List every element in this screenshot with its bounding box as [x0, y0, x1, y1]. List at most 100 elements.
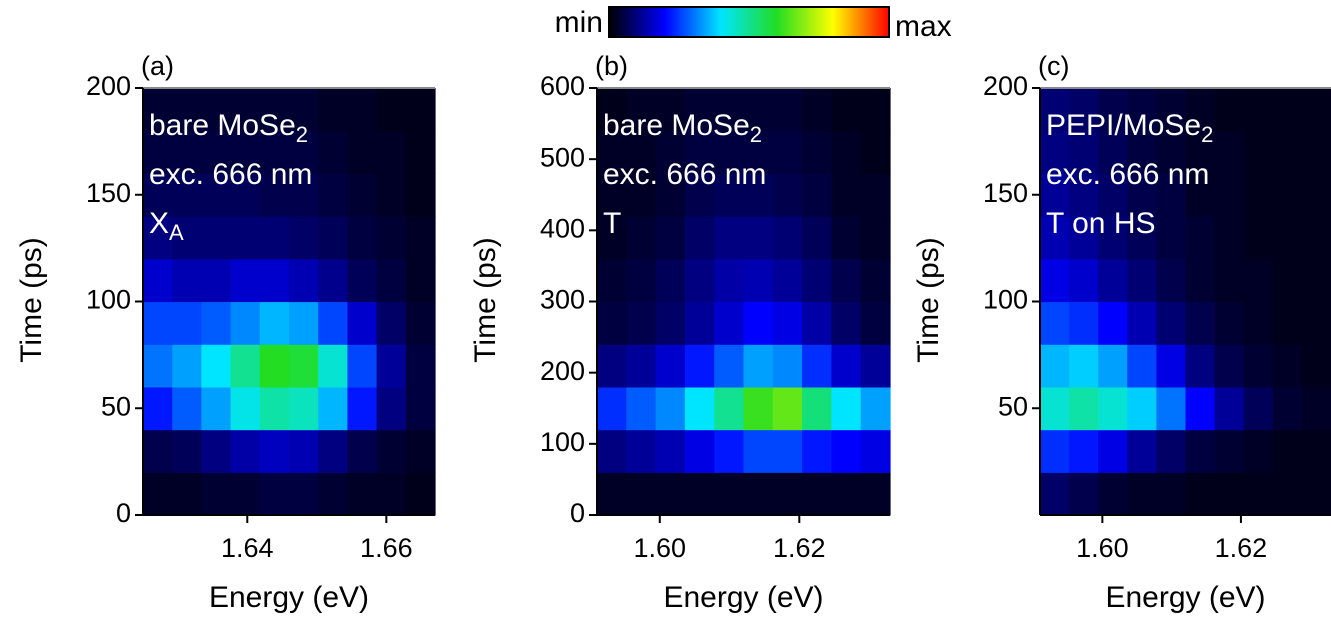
heatmap-cell — [230, 130, 261, 174]
heatmap-cell — [772, 472, 803, 516]
heatmap-cell — [1098, 472, 1128, 516]
heatmap-cell — [743, 344, 774, 388]
heatmap-cell — [347, 216, 378, 260]
heatmap-cell — [860, 130, 891, 174]
heatmap-cell — [597, 386, 627, 431]
heatmap-cell — [772, 344, 803, 388]
heatmap-cell — [376, 386, 407, 431]
heatmap-cell — [1098, 130, 1128, 174]
heatmap-cell — [743, 130, 774, 174]
heatmap-cell — [1243, 130, 1274, 174]
colorbar — [608, 6, 890, 38]
heatmap-cell — [626, 216, 657, 260]
heatmap-cell — [1301, 301, 1331, 345]
heatmap-cell — [172, 472, 202, 516]
heatmap-cell — [1185, 472, 1216, 516]
heatmap-cell — [1069, 344, 1099, 388]
x-tick-label: 1.62 — [773, 533, 826, 563]
heatmap-cell — [714, 429, 745, 473]
heatmap-cell — [1156, 429, 1187, 473]
heatmap-cell — [201, 301, 232, 345]
heatmap-cell — [1127, 173, 1157, 217]
heatmap-cell — [143, 173, 173, 217]
heatmap-cell — [626, 344, 657, 388]
heatmap-cell — [772, 258, 803, 303]
heatmap-cell — [772, 88, 803, 132]
colorbar-min-label: min — [555, 6, 603, 39]
heatmap-cell — [347, 344, 378, 388]
heatmap-cell — [1127, 301, 1157, 345]
heatmap-cell — [1272, 472, 1303, 516]
heatmap-cell — [684, 130, 715, 174]
heatmap-cell — [259, 472, 290, 516]
heatmap-cell — [143, 301, 173, 345]
heatmap-cell — [143, 386, 173, 431]
heatmap-cell — [289, 130, 319, 174]
heatmap-cell — [289, 88, 319, 132]
heatmap-cell — [230, 88, 261, 132]
heatmap-cell — [714, 301, 745, 345]
heatmap-cell — [259, 88, 290, 132]
y-tick-label: 100 — [86, 285, 131, 315]
heatmap-cell — [201, 88, 232, 132]
heatmap-cell — [597, 173, 627, 217]
heatmap-cell — [1040, 173, 1070, 217]
heatmap-cell — [289, 173, 319, 217]
heatmap-cell — [1301, 216, 1331, 260]
heatmap-cell — [318, 344, 348, 388]
heatmap-cell — [1214, 301, 1245, 345]
heatmap-cell — [172, 386, 202, 431]
heatmap-cell — [1272, 130, 1303, 174]
heatmap-cell — [318, 301, 348, 345]
heatmap-cell — [802, 258, 832, 303]
heatmap-cell — [1127, 386, 1157, 431]
annotation-subscript: 2 — [1201, 122, 1213, 147]
heatmap-cell — [143, 216, 173, 260]
heatmap-cell — [655, 216, 686, 260]
heatmap-cell — [172, 216, 202, 260]
annotation-text: T — [603, 207, 621, 240]
heatmap-cell — [597, 130, 627, 174]
x-tick-label: 1.66 — [360, 533, 413, 563]
heatmap-cell — [772, 301, 803, 345]
heatmap-cell — [684, 429, 715, 473]
heatmap-cell — [1185, 216, 1216, 260]
heatmap-cell — [1156, 344, 1187, 388]
heatmap-cell — [1040, 429, 1070, 473]
heatmap-cell — [655, 386, 686, 431]
x-tick-label: 1.62 — [1215, 533, 1268, 563]
heatmap-cell — [347, 386, 378, 431]
heatmap-cell — [405, 130, 436, 174]
heatmap-cell — [1156, 386, 1187, 431]
heatmap-cell — [626, 301, 657, 345]
heatmap-cell — [143, 472, 173, 516]
heatmap-cell — [230, 258, 261, 303]
heatmap-cell — [143, 429, 173, 473]
heatmap-cell — [1301, 472, 1331, 516]
annotation: T on HS — [1046, 207, 1156, 240]
heatmap-cell — [831, 88, 862, 132]
heatmap-cell — [655, 301, 686, 345]
heatmap-cell — [802, 173, 832, 217]
heatmap-cell — [259, 429, 290, 473]
heatmap-cell — [230, 173, 261, 217]
panel-label: (b) — [595, 51, 628, 81]
heatmap-cell — [1040, 472, 1070, 516]
heatmap-cell — [289, 344, 319, 388]
heatmap-cell — [743, 258, 774, 303]
heatmap-cell — [860, 386, 891, 431]
heatmap-cell — [1272, 173, 1303, 217]
annotation: bare MoSe2 — [149, 109, 308, 147]
heatmap-cell — [259, 258, 290, 303]
heatmap-cell — [1040, 386, 1070, 431]
heatmap-cell — [1040, 216, 1070, 260]
heatmap-cell — [172, 429, 202, 473]
heatmap-cell — [1214, 429, 1245, 473]
heatmap-cell — [655, 130, 686, 174]
heatmap-cell — [347, 130, 378, 174]
heatmap-cell — [860, 216, 891, 260]
y-tick-label: 200 — [983, 71, 1028, 101]
heatmap-cell — [1243, 88, 1274, 132]
x-tick-label: 1.64 — [221, 533, 274, 563]
